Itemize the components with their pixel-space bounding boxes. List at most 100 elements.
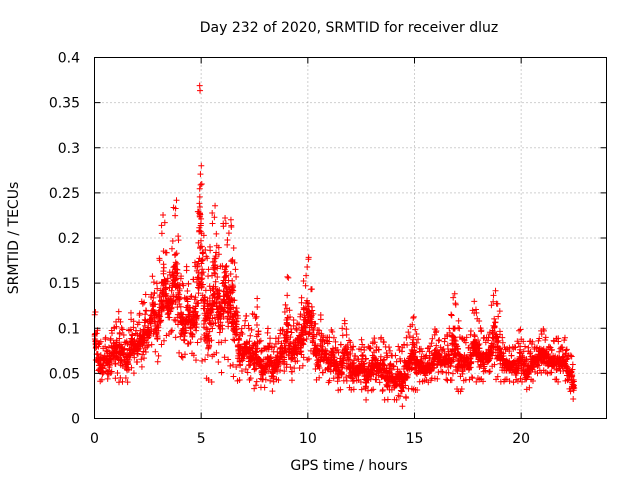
data-point bbox=[189, 313, 196, 320]
data-point bbox=[163, 290, 170, 297]
data-point bbox=[343, 377, 350, 384]
data-point bbox=[300, 354, 307, 361]
data-point bbox=[506, 378, 513, 385]
data-point bbox=[409, 321, 416, 328]
data-point bbox=[525, 370, 532, 377]
data-point bbox=[392, 380, 399, 387]
data-point bbox=[357, 378, 364, 385]
data-point bbox=[494, 373, 501, 380]
data-point bbox=[344, 353, 351, 360]
data-point bbox=[188, 330, 195, 337]
data-point bbox=[142, 322, 149, 329]
data-point bbox=[102, 343, 109, 350]
data-point bbox=[239, 331, 246, 338]
data-point bbox=[476, 317, 483, 324]
data-point bbox=[154, 358, 161, 365]
data-point bbox=[337, 386, 344, 393]
data-point bbox=[184, 295, 191, 302]
data-point bbox=[279, 326, 286, 333]
data-point bbox=[229, 361, 236, 368]
data-point bbox=[160, 261, 167, 268]
data-point bbox=[496, 331, 503, 338]
data-point bbox=[228, 296, 235, 303]
data-point bbox=[148, 341, 155, 348]
data-point bbox=[303, 272, 310, 279]
data-point bbox=[211, 295, 218, 302]
data-point bbox=[307, 313, 314, 320]
data-point bbox=[448, 311, 455, 318]
data-point bbox=[486, 355, 493, 362]
data-point bbox=[535, 362, 542, 369]
data-point bbox=[545, 351, 552, 358]
data-point bbox=[254, 303, 261, 310]
data-point bbox=[204, 351, 211, 358]
data-point bbox=[284, 273, 291, 280]
data-point bbox=[488, 302, 495, 309]
data-point bbox=[232, 266, 239, 273]
data-point bbox=[419, 348, 426, 355]
data-point bbox=[403, 394, 410, 401]
data-point bbox=[143, 307, 150, 314]
data-point bbox=[205, 344, 212, 351]
data-point bbox=[449, 370, 456, 377]
data-point bbox=[569, 366, 576, 373]
data-point bbox=[289, 368, 296, 375]
data-point bbox=[388, 366, 395, 373]
data-point bbox=[336, 374, 343, 381]
data-point bbox=[107, 335, 114, 342]
data-point bbox=[145, 342, 152, 349]
data-point bbox=[492, 287, 499, 294]
data-point bbox=[451, 336, 458, 343]
data-point bbox=[390, 362, 397, 369]
data-point bbox=[459, 370, 466, 377]
data-point bbox=[567, 352, 574, 359]
data-point bbox=[248, 326, 255, 333]
data-point bbox=[352, 353, 359, 360]
data-point bbox=[451, 290, 458, 297]
data-point bbox=[326, 338, 333, 345]
data-point bbox=[104, 375, 111, 382]
data-point bbox=[92, 338, 99, 345]
data-point bbox=[196, 193, 203, 200]
x-tick-label: 10 bbox=[299, 431, 317, 447]
data-point bbox=[218, 369, 225, 376]
data-point bbox=[301, 323, 308, 330]
data-point bbox=[181, 351, 188, 358]
data-point bbox=[305, 355, 312, 362]
data-point bbox=[178, 353, 185, 360]
data-point bbox=[205, 377, 212, 384]
data-point bbox=[220, 314, 227, 321]
data-point bbox=[478, 327, 485, 334]
data-point bbox=[209, 315, 216, 322]
data-point bbox=[275, 362, 282, 369]
data-point bbox=[553, 376, 560, 383]
data-point bbox=[301, 324, 308, 331]
data-point bbox=[260, 356, 267, 363]
data-point bbox=[521, 361, 528, 368]
data-point bbox=[528, 364, 535, 371]
data-point bbox=[243, 339, 250, 346]
data-point bbox=[406, 333, 413, 340]
data-point bbox=[198, 260, 205, 267]
data-point bbox=[471, 333, 478, 340]
data-point bbox=[347, 339, 354, 346]
data-point bbox=[398, 387, 405, 394]
data-point bbox=[330, 352, 337, 359]
data-point bbox=[127, 309, 134, 316]
data-point bbox=[556, 348, 563, 355]
data-point bbox=[221, 266, 228, 273]
data-point bbox=[211, 269, 218, 276]
data-point bbox=[290, 316, 297, 323]
data-point bbox=[202, 356, 209, 363]
data-point bbox=[475, 345, 482, 352]
data-point bbox=[190, 276, 197, 283]
data-point bbox=[204, 255, 211, 262]
data-point bbox=[196, 203, 203, 210]
data-point bbox=[205, 332, 212, 339]
data-point bbox=[518, 352, 525, 359]
data-point bbox=[206, 328, 213, 335]
data-point bbox=[252, 315, 259, 322]
data-point bbox=[206, 319, 213, 326]
data-point bbox=[570, 378, 577, 385]
data-point bbox=[212, 202, 219, 209]
